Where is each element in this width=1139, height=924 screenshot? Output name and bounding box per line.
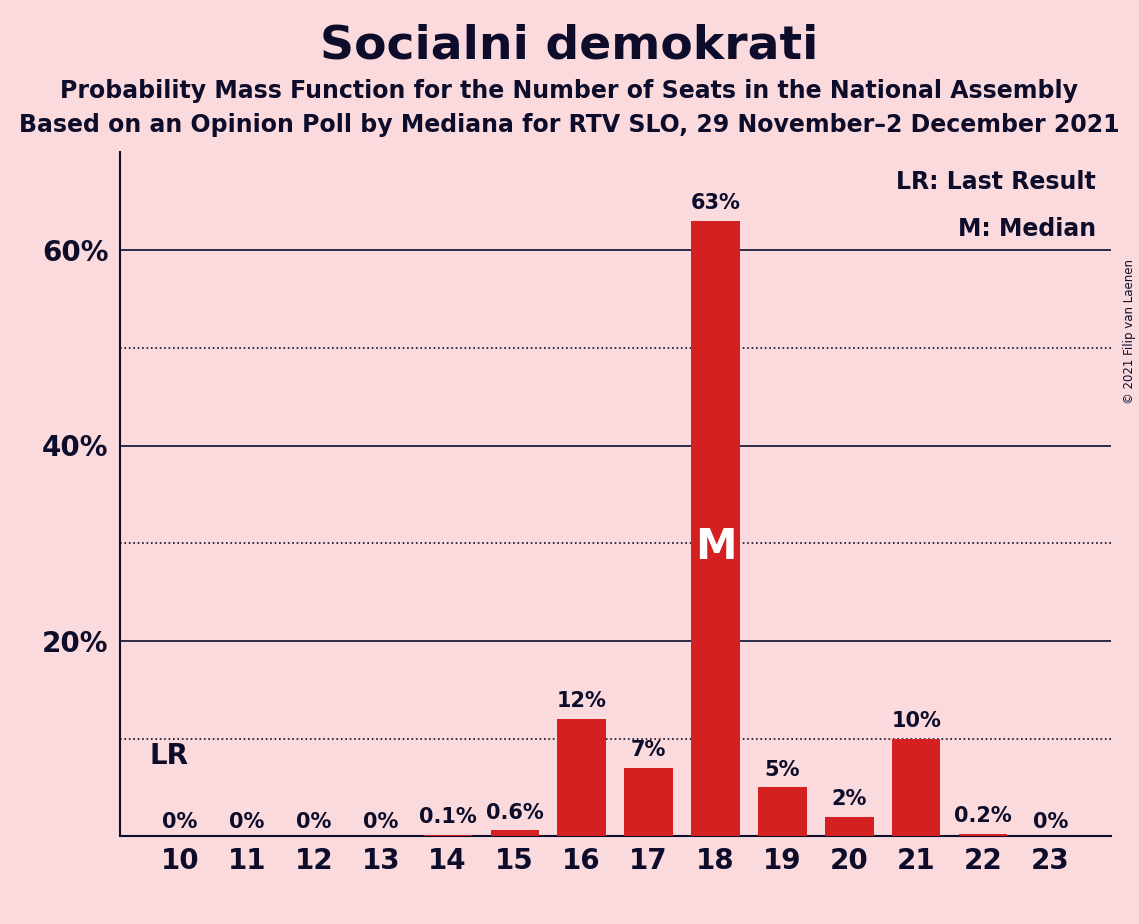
Text: 0%: 0%: [1033, 812, 1068, 833]
Text: 0%: 0%: [162, 812, 197, 833]
Text: 0%: 0%: [296, 812, 331, 833]
Bar: [624, 768, 673, 836]
Text: 63%: 63%: [690, 193, 740, 213]
Bar: [959, 834, 1007, 836]
Bar: [826, 817, 874, 836]
Text: 0.6%: 0.6%: [485, 803, 543, 822]
Text: 12%: 12%: [557, 691, 607, 711]
Bar: [759, 787, 806, 836]
Text: Probability Mass Function for the Number of Seats in the National Assembly: Probability Mass Function for the Number…: [60, 79, 1079, 103]
Bar: [892, 738, 941, 836]
Text: 0%: 0%: [363, 812, 399, 833]
Text: 0%: 0%: [229, 812, 264, 833]
Bar: [691, 221, 739, 836]
Text: 7%: 7%: [631, 740, 666, 760]
Text: Socialni demokrati: Socialni demokrati: [320, 23, 819, 68]
Text: LR: Last Result: LR: Last Result: [896, 170, 1096, 193]
Text: 5%: 5%: [764, 760, 801, 780]
Bar: [424, 835, 472, 836]
Text: 10%: 10%: [892, 711, 941, 731]
Bar: [491, 831, 539, 836]
Text: 0.2%: 0.2%: [954, 807, 1013, 826]
Text: 2%: 2%: [831, 789, 867, 808]
Text: M: M: [695, 526, 736, 568]
Text: © 2021 Filip van Laenen: © 2021 Filip van Laenen: [1123, 259, 1137, 404]
Text: 0.1%: 0.1%: [419, 808, 476, 827]
Text: Based on an Opinion Poll by Mediana for RTV SLO, 29 November–2 December 2021: Based on an Opinion Poll by Mediana for …: [19, 113, 1120, 137]
Bar: [557, 719, 606, 836]
Text: LR: LR: [149, 743, 189, 771]
Text: M: Median: M: Median: [958, 217, 1096, 241]
